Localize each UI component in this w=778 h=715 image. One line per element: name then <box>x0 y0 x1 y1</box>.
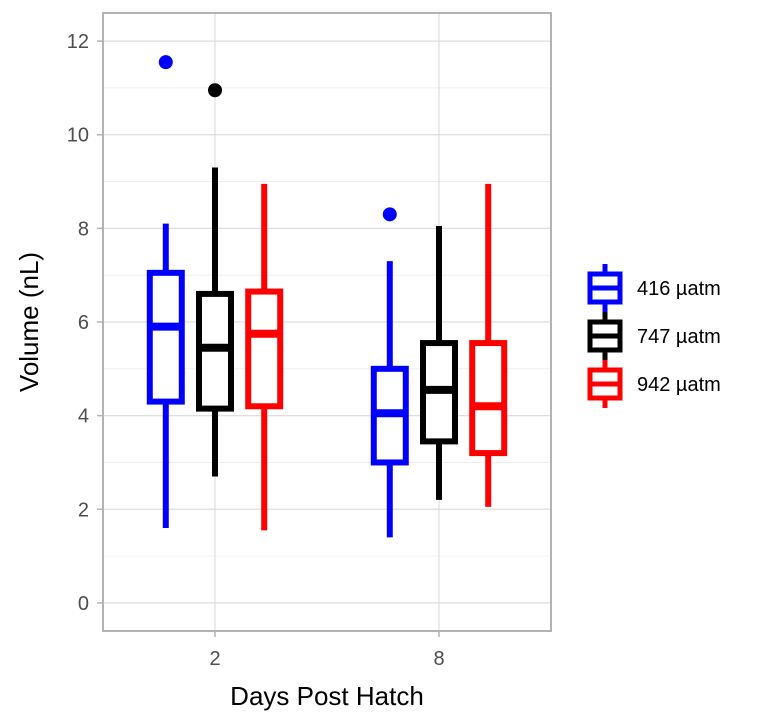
y-tick-label: 2 <box>78 499 89 521</box>
legend: 416 µatm 747 µatm 942 µatm <box>587 264 721 408</box>
y-tick-label: 4 <box>78 406 89 428</box>
legend-item: 416 µatm <box>587 264 721 312</box>
y-tick-label: 12 <box>67 31 89 53</box>
boxplot <box>469 183 508 507</box>
boxplot <box>245 183 284 531</box>
x-axis-title: Days Post Hatch <box>230 681 424 711</box>
boxplot <box>146 55 185 528</box>
box <box>146 269 185 405</box>
box <box>469 340 508 457</box>
y-tick-label: 10 <box>67 125 89 147</box>
legend-label: 942 µatm <box>637 374 721 396</box>
y-tick-label: 6 <box>78 312 89 334</box>
y-tick-label: 0 <box>78 593 89 615</box>
outlier-point <box>382 207 397 222</box>
x-tick-label: 8 <box>433 648 444 670</box>
legend-label: 747 µatm <box>637 326 721 348</box>
legend-label: 416 µatm <box>637 278 721 300</box>
boxes <box>146 55 508 538</box>
ticks: 0 2 4 6 8 10 12 2 8 <box>67 31 445 670</box>
boxplot <box>370 207 409 538</box>
outlier-point <box>208 83 222 98</box>
boxplot <box>196 83 234 477</box>
legend-item: 942 µatm <box>587 360 721 408</box>
boxplot <box>420 226 458 500</box>
x-tick-label: 2 <box>209 648 220 670</box>
y-axis-title: Volume (nL) <box>14 252 44 392</box>
box <box>245 288 284 410</box>
outlier-point <box>158 55 173 70</box>
y-tick-label: 8 <box>78 218 89 240</box>
legend-item: 747 µatm <box>587 312 721 360</box>
